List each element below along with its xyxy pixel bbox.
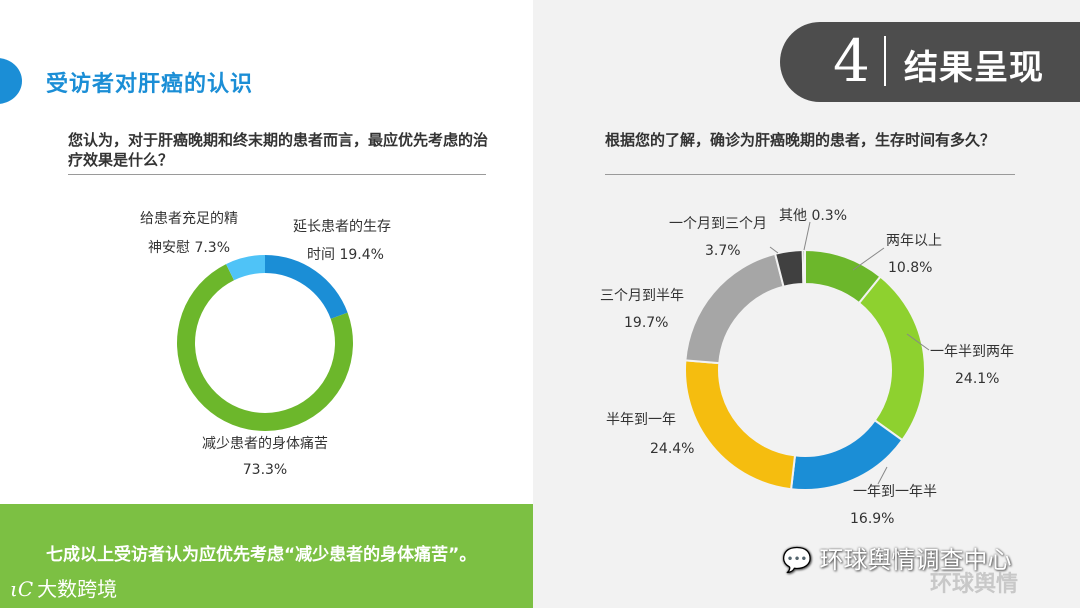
right-value-1.5y-2y: 24.1% <box>955 371 1000 387</box>
wechat-icon: 💬 <box>782 546 812 574</box>
right-label-3m-6m: 三个月到半年 <box>600 288 684 304</box>
banner-number: 4 <box>833 27 870 95</box>
right-donut-slice-3 <box>684 359 797 491</box>
right-value-6m-1y: 24.4% <box>650 441 695 457</box>
right-leader-line-1 <box>906 333 930 351</box>
left-donut-chart <box>177 255 354 431</box>
left-label-pain: 减少患者的身体痛苦 <box>202 436 328 452</box>
wechat-account-label: 💬 环球舆情调查中心 <box>782 546 1012 574</box>
right-donut-slice-4 <box>684 252 785 365</box>
section-title: 受访者对肝癌的认识 <box>46 72 254 97</box>
left-label-survival-line2: 时间 19.4% <box>307 247 384 263</box>
left-question: 您认为，对于肝癌晚期和终末期的患者而言，最应优先考虑的治疗效果是什么？ <box>68 131 489 169</box>
left-label-survival-line1: 延长患者的生存 <box>293 219 391 235</box>
right-label-1.5y-2y: 一年半到两年 <box>930 344 1014 360</box>
left-value-pain: 73.3% <box>242 462 288 478</box>
left-value-comfort: 7.3% <box>194 240 231 256</box>
right-donut-slice-1 <box>857 275 926 442</box>
right-donut-slice-6 <box>801 248 806 286</box>
right-leader-line-0 <box>852 247 885 271</box>
left-label-comfort-line1: 给患者充足的精 <box>140 211 238 227</box>
right-donut-slice-2 <box>789 418 904 491</box>
section-accent-dot <box>0 58 22 104</box>
conclusion-text: 七成以上受访者认为应优先考虑“减少患者的身体痛苦”。 <box>46 545 477 565</box>
watermark: 环球舆情 <box>930 572 1019 597</box>
left-question-underline <box>68 174 486 175</box>
right-leader-line-2 <box>877 466 888 485</box>
right-value-1m-3m: 3.7% <box>705 243 741 259</box>
right-label-1y-1.5y: 一年到一年半 <box>853 484 937 500</box>
banner-title: 结果呈现 <box>904 48 1044 88</box>
right-label-6m-1y: 半年到一年 <box>606 412 676 428</box>
section-banner <box>780 22 1080 102</box>
left-donut-slice-2 <box>226 255 265 281</box>
right-leader-line-3 <box>769 246 779 254</box>
brand-logo-mark: ιC <box>10 577 34 601</box>
right-leader-line-4 <box>803 221 811 251</box>
right-question: 根据您的了解，确诊为肝癌晚期的患者，生存时间有多久？ <box>605 131 996 149</box>
brand-logo-text: 大数跨境 <box>37 577 118 601</box>
right-value-over2y: 10.8% <box>888 260 933 276</box>
right-value-1y-1.5y: 16.9% <box>850 511 895 527</box>
left-donut-slice-0 <box>265 255 348 319</box>
right-label-over2y: 两年以上 <box>886 233 942 249</box>
left-value-survival: 19.4% <box>339 247 384 263</box>
right-donut-chart <box>684 221 930 491</box>
right-question-underline <box>605 174 1015 175</box>
conclusion-bar <box>0 504 533 608</box>
right-label-other: 其他 0.3% <box>779 208 848 224</box>
right-value-other: 0.3% <box>811 208 848 224</box>
right-label-1m-3m: 一个月到三个月 <box>669 216 767 232</box>
banner-separator <box>884 36 886 86</box>
brand-logo: ιC 大数跨境 <box>10 573 117 602</box>
left-label-comfort-line2: 神安慰 7.3% <box>148 240 231 256</box>
right-value-3m-6m: 19.7% <box>624 315 669 331</box>
